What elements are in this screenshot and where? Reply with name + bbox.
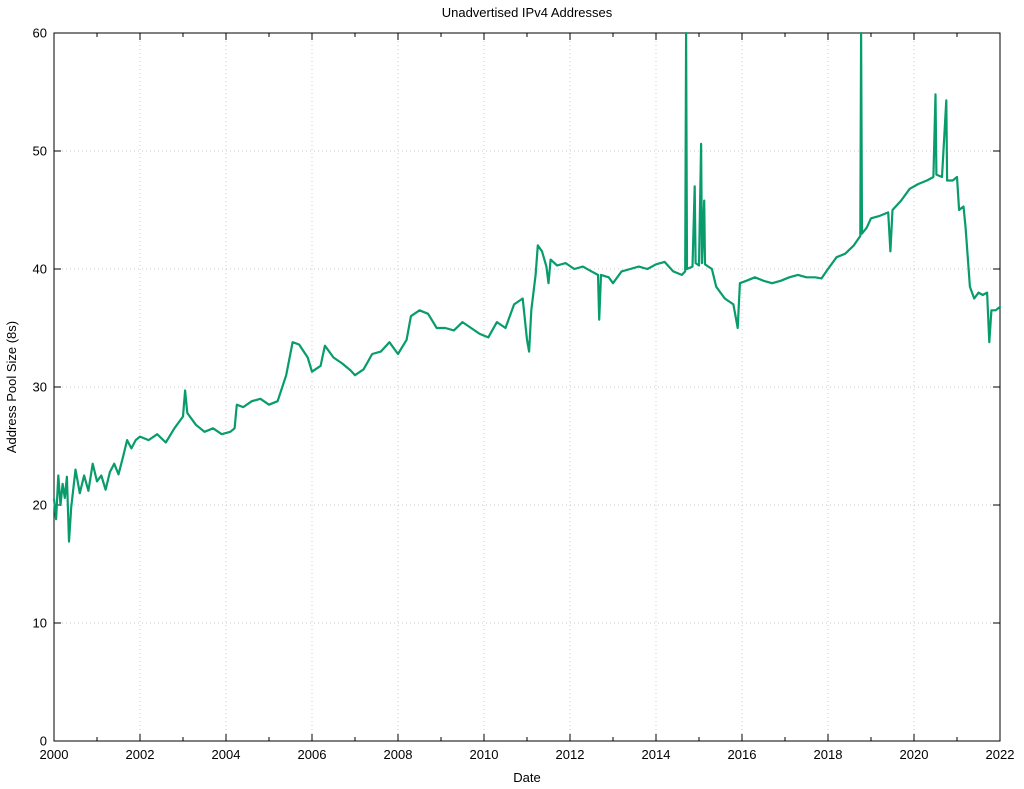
x-tick-label: 2008 bbox=[384, 747, 413, 762]
y-tick-label: 50 bbox=[33, 144, 47, 159]
y-tick-label: 10 bbox=[33, 616, 47, 631]
x-tick-label: 2000 bbox=[40, 747, 69, 762]
grid bbox=[54, 33, 1000, 741]
x-tick-label: 2002 bbox=[126, 747, 155, 762]
y-tick-label: 20 bbox=[33, 498, 47, 513]
axis-ticks bbox=[53, 32, 1001, 742]
x-tick-label: 2014 bbox=[642, 747, 671, 762]
y-axis-label: Address Pool Size (8s) bbox=[4, 321, 19, 453]
y-tick-label: 60 bbox=[33, 26, 47, 41]
x-tick-label: 2006 bbox=[298, 747, 327, 762]
x-axis-label: Date bbox=[513, 770, 540, 785]
series-line bbox=[52, 31, 1002, 543]
chart-title: Unadvertised IPv4 Addresses bbox=[442, 5, 613, 20]
x-tick-labels: 2000 2002 2004 2006 2008 2010 2012 2014 2016 2018… bbox=[40, 747, 1015, 762]
y-tick-label: 30 bbox=[33, 380, 47, 395]
x-tick-label: 2020 bbox=[900, 747, 929, 762]
x-tick-label: 2018 bbox=[814, 747, 843, 762]
x-tick-label: 2022 bbox=[986, 747, 1015, 762]
y-tick-label: 0 bbox=[40, 734, 47, 749]
y-tick-label: 40 bbox=[33, 262, 47, 277]
x-tick-label: 2012 bbox=[556, 747, 585, 762]
x-tick-label: 2016 bbox=[728, 747, 757, 762]
y-tick-labels: 0 10 20 30 40 50 60 bbox=[33, 26, 47, 749]
x-tick-label: 2010 bbox=[470, 747, 499, 762]
x-tick-label: 2004 bbox=[212, 747, 241, 762]
